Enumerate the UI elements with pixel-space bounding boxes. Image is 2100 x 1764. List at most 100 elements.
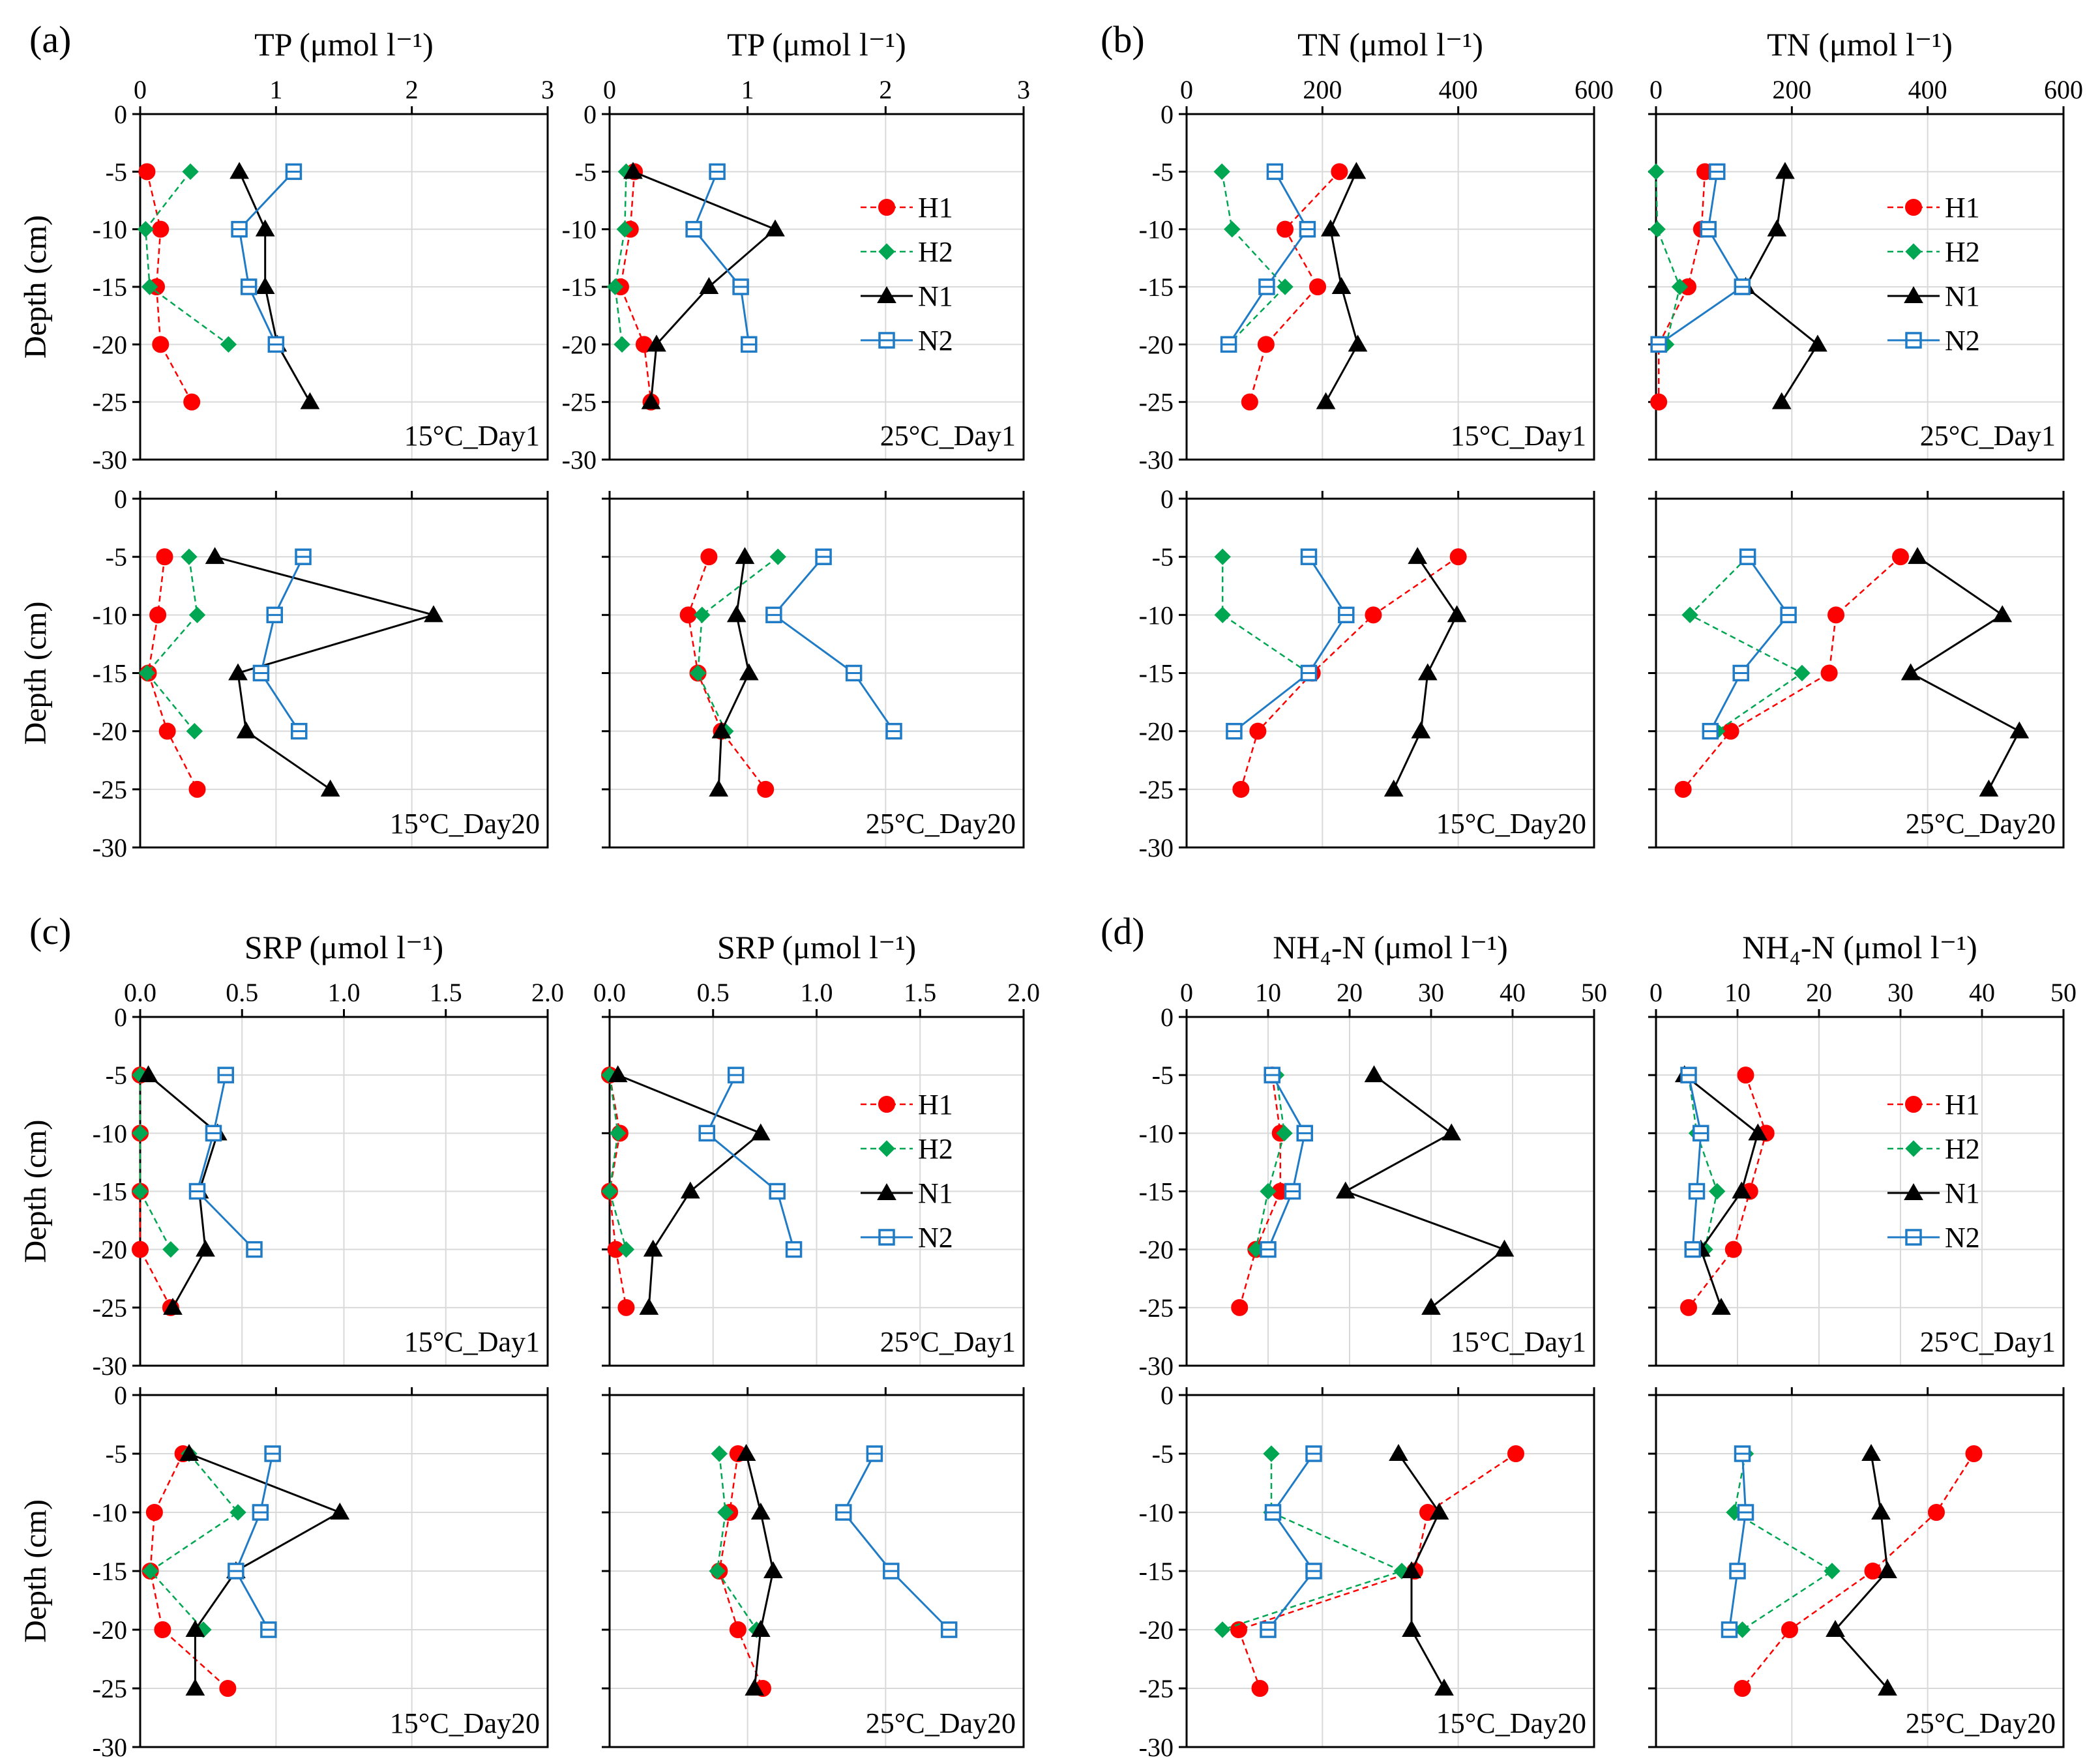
panel-0-ytick-label: -20 [93,330,127,359]
panel-14-ytick-label: -5 [1152,1439,1174,1469]
panel-0-series-N1-point [255,276,275,294]
panel-1-xtick-label: 0 [603,75,616,104]
panel-13-xtick-label: 40 [1969,978,1995,1007]
panel-3-series-H2-point [689,664,707,682]
panel-13-series-N1-point [1748,1123,1768,1141]
panel-5-condition: 25°C_Day1 [1920,420,2056,452]
panel-2-series-H1-point [158,722,176,740]
panel-2-series-H2-point [186,722,203,740]
panel-4-series-H1-point [1309,278,1327,295]
panel-1-ytick-label: -5 [575,157,597,186]
panel-2-series-N2-line [259,556,304,732]
panel-12-series-H1-line [1239,1075,1282,1308]
panel-10-series-N2-line [235,1453,274,1630]
panel-4-xtick-label: 600 [1575,75,1614,104]
panel-15-series-N1-point [1861,1443,1881,1461]
panel-12-ytick-label: -10 [1139,1119,1174,1148]
panel-14-series-N1-point [1434,1678,1454,1696]
panel-3-series-H1-point [679,606,697,624]
panel-8-xtick-label: 1.5 [430,978,462,1007]
panel-9-series-N1-point [639,1297,659,1315]
panel-3-series-H1-point [700,548,718,566]
panel-0-series-N1-point [255,219,275,237]
panel-9-series-H2-line [608,1075,627,1250]
panel-15-series-N1-point [1871,1502,1891,1520]
panel-12-series-N1-point [1494,1239,1515,1257]
panel-6-ytick-label: -25 [1139,775,1174,804]
panel-4-ytick-label: -15 [1139,272,1174,302]
panel-2-series-N1-point [320,779,340,797]
panel-0-series-H2-point [141,278,158,295]
panel-3-series-H2-point [694,606,711,624]
panel-1-series-H2-line [614,171,627,345]
panel-14-series-H2-point [1263,1445,1280,1462]
panel-6-series-N2-line [1233,556,1348,732]
panel-4-series-H2-point [1213,163,1230,181]
panel-15-series-H1-point [1734,1680,1751,1697]
panel-14-ytick-label: -10 [1139,1498,1174,1527]
panel-14-series-N1-point [1389,1443,1408,1461]
panel-11-series-N1-point [750,1502,771,1520]
panel-3-series-H2-point [769,548,786,565]
panel-11-series-N1-point [763,1561,783,1578]
panel-12-xtick-label: 40 [1500,978,1526,1007]
panel-7-series-H1-point [1674,780,1692,798]
panel-10-series-N1-point [185,1678,205,1696]
panel-7-series-H2-point [1681,606,1698,624]
panel-6-condition: 15°C_Day20 [1436,808,1586,840]
panel-9-series-H2-point [617,1241,635,1258]
panel-9-series-N2-line [705,1074,795,1250]
panel-0-series-N1-point [300,392,320,409]
panel-4-series-H1-point [1241,393,1258,411]
panel-1-series-H2-point [614,336,630,353]
panel-11-series-H2-line [716,1453,758,1630]
panel-14-ytick-label: 0 [1161,1381,1174,1410]
panel-7-series-N2-line [1709,556,1790,732]
panel-10-series-H2-point [141,1563,159,1580]
panel-12-ytick-label: -30 [1139,1351,1174,1381]
panel-1-series-N1-point [641,392,661,409]
panel-13-xtick-label: 30 [1887,978,1914,1007]
panel-5-xtick-label: 400 [1908,75,1947,104]
panel-4-series-H2-point [1224,220,1241,238]
panel-7-series-N1-point [1979,779,1999,797]
panel-6-series-N1-point [1383,779,1404,797]
panel-8-ytick-label: -20 [93,1235,127,1265]
panel-1-xtick-label: 1 [741,75,754,104]
panel-10-ytick-label: -15 [93,1557,127,1586]
panel-4-series-N1-point [1346,162,1367,179]
panel-1-ytick-label: -10 [562,215,597,244]
panel-7-series-H2-point [1794,664,1811,682]
panel-12-xtick-label: 0 [1180,978,1193,1007]
panel-8-condition: 15°C_Day1 [404,1326,540,1358]
panel-1-legend-label: N1 [918,280,953,312]
panel-6-series-H2-point [1214,548,1231,565]
panel-8-ytick-label: 0 [114,1003,127,1032]
panel-4-series-N2-line [1228,171,1309,345]
panel-8-series-N2-line [196,1074,256,1250]
panel-13-legend-marker [1905,1140,1922,1157]
panel-11-condition: 25°C_Day20 [866,1707,1016,1739]
panel-5-series-N1-point [1771,392,1792,409]
panel-7-series-N1-point [1908,547,1927,565]
panel-13-series-H1-point [1680,1299,1697,1316]
panel-14-series-H2-point [1214,1621,1231,1638]
panel-12-xtick-label: 10 [1255,978,1281,1007]
panel-1-condition: 25°C_Day1 [880,420,1016,452]
panel-2-series-H1-point [156,548,173,566]
panel-1-ytick-label: -20 [562,330,597,359]
panel-11-series-H2-point [717,1504,734,1521]
panel-15-series-N1-point [1878,1561,1897,1578]
panel-13-series-N2-line [1687,1074,1702,1250]
panel-7-series-N1-point [1900,663,1921,681]
panel-13-legend-label: H1 [1945,1089,1980,1121]
panel-13-series-H1-point [1724,1241,1742,1258]
panel-0-xtick-label: 0 [134,75,147,104]
panel-4-ytick-label: -10 [1139,215,1174,244]
panel-15-series-N2-line [1728,1453,1747,1630]
panel-12-series-H1-point [1231,1299,1249,1316]
panel-13-series-H1-point [1737,1066,1754,1084]
panel-1-series-N1-point [623,162,643,179]
panel-14-ytick-label: -20 [1139,1615,1174,1645]
